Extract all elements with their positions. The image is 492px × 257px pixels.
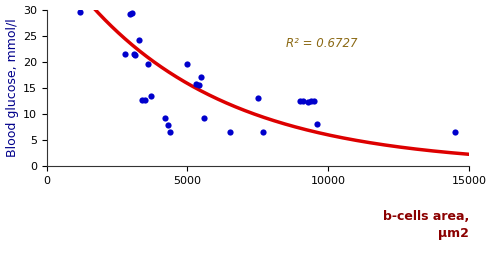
Point: [226, 130, 234, 134]
Point: [130, 52, 138, 56]
Point: [141, 98, 149, 102]
Point: [296, 99, 304, 103]
Point: [313, 122, 321, 126]
Point: [197, 75, 205, 79]
Point: [164, 123, 172, 127]
Point: [138, 98, 146, 102]
Point: [299, 99, 307, 103]
Point: [200, 116, 208, 120]
Point: [122, 52, 129, 56]
Point: [184, 62, 191, 66]
Y-axis label: Blood glucose, mmol/l: Blood glucose, mmol/l: [5, 19, 19, 157]
Text: R² = 0.6727: R² = 0.6727: [286, 37, 357, 50]
Point: [310, 99, 318, 103]
Point: [192, 82, 200, 86]
Point: [128, 11, 136, 15]
Text: b-cells area,
μm2: b-cells area, μm2: [383, 210, 469, 240]
Point: [254, 96, 262, 100]
Point: [161, 116, 169, 120]
Point: [259, 130, 267, 134]
Point: [136, 38, 144, 42]
Point: [147, 94, 154, 98]
Point: [195, 82, 203, 87]
Point: [144, 62, 152, 66]
Point: [451, 130, 459, 134]
Point: [166, 130, 174, 134]
Point: [76, 10, 84, 14]
Point: [131, 53, 139, 57]
Point: [125, 12, 133, 16]
Point: [305, 100, 312, 104]
Point: [308, 99, 315, 103]
